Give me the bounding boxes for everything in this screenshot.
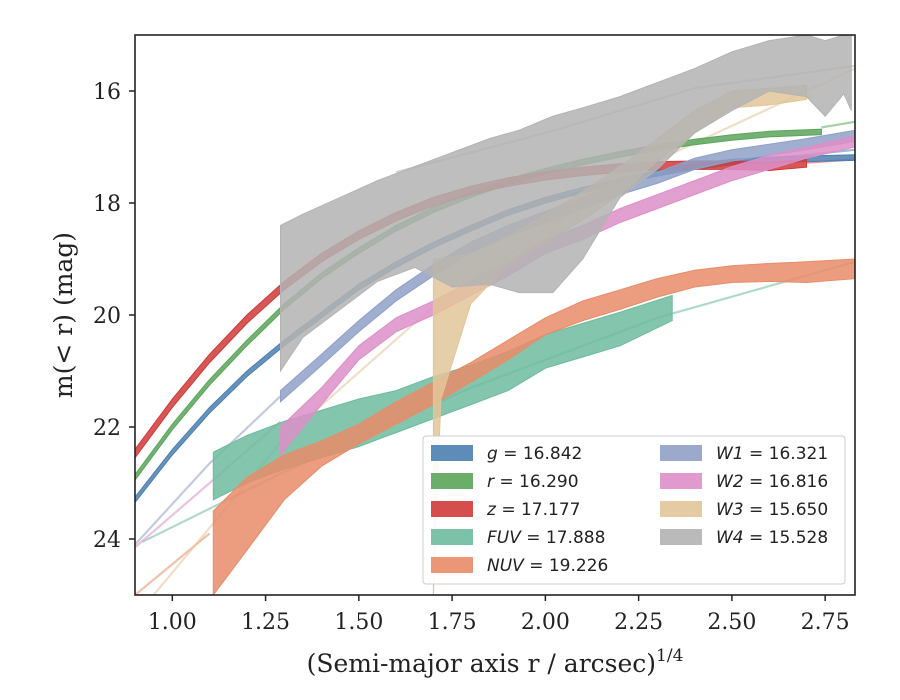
legend-band-name: W1 xyxy=(716,444,744,464)
legend-band-value: = 16.842 xyxy=(498,444,583,464)
legend-band-name: W2 xyxy=(716,472,744,492)
legend-label-w4: W4 = 15.528 xyxy=(716,528,828,548)
legend-swatch-w2 xyxy=(660,473,702,489)
legend-label-r: r = 16.290 xyxy=(487,472,579,492)
y-tick-label: 18 xyxy=(93,192,121,217)
y-tick-label: 24 xyxy=(93,528,121,553)
legend-band-name: r xyxy=(487,472,495,492)
legend-band-name: NUV xyxy=(487,556,525,576)
legend-swatch-fuv xyxy=(431,529,473,545)
x-tick-label: 2.75 xyxy=(801,610,850,635)
legend-band-value: = 15.528 xyxy=(744,528,829,548)
legend-swatch-g xyxy=(431,445,473,461)
extrapolation-line-w1 xyxy=(135,395,282,546)
series-layer xyxy=(135,35,855,595)
x-axis-label-superscript: 1/4 xyxy=(656,646,683,666)
legend-label-fuv: FUV = 17.888 xyxy=(487,528,605,548)
legend-band-name: g xyxy=(487,444,498,464)
legend-swatch-w3 xyxy=(660,501,702,517)
ticks-layer: 1.00 1.25 1.50 1.75 2.00 2.25 2.50 2.75 16 18 20 22… xyxy=(93,80,850,635)
legend-band-name: W3 xyxy=(716,500,744,520)
legend-band-name: z xyxy=(486,500,497,520)
legend-label-nuv: NUV = 19.226 xyxy=(487,556,608,576)
legend-band-value: = 16.290 xyxy=(494,472,579,492)
extrapolation-line-r xyxy=(821,120,855,129)
band-w4 xyxy=(280,35,852,373)
x-tick-label: 1.25 xyxy=(241,610,290,635)
y-tick-label: 20 xyxy=(93,304,121,329)
x-tick-label: 2.50 xyxy=(707,610,756,635)
legend-label-z: z = 17.177 xyxy=(486,500,580,520)
legend-swatch-nuv xyxy=(431,557,473,573)
legend-frame xyxy=(422,435,846,585)
legend-label-w1: W1 = 16.321 xyxy=(716,444,828,464)
legend-label-w2: W2 = 16.816 xyxy=(716,472,828,492)
x-tick-label: 1.50 xyxy=(334,610,383,635)
x-tick-label: 2.00 xyxy=(521,610,570,635)
legend-band-value: = 15.650 xyxy=(744,500,829,520)
y-tick-label: 22 xyxy=(93,416,121,441)
legend-band-value: = 19.226 xyxy=(524,556,609,576)
legend-band-name: FUV xyxy=(487,528,522,548)
legend-band-value: = 17.888 xyxy=(521,528,606,548)
legend-swatch-w1 xyxy=(660,445,702,461)
legend-band-value: = 16.321 xyxy=(744,444,829,464)
legend-band-value: = 17.177 xyxy=(496,500,581,520)
legend-band-value: = 16.816 xyxy=(744,472,829,492)
legend-swatch-r xyxy=(431,473,473,489)
legend-label-w3: W3 = 15.650 xyxy=(716,500,828,520)
x-tick-label: 1.00 xyxy=(148,610,197,635)
x-tick-label: 2.25 xyxy=(614,610,663,635)
x-tick-label: 1.75 xyxy=(428,610,477,635)
legend-swatch-z xyxy=(431,501,473,517)
x-axis-label: (Semi-major axis r / arcsec)1/4 xyxy=(307,646,684,678)
legend-label-g: g = 16.842 xyxy=(487,444,582,464)
legend-band-name: W4 xyxy=(716,528,744,548)
legend-swatch-w4 xyxy=(660,529,702,545)
y-tick-label: 16 xyxy=(93,80,121,105)
y-axis-label: m(< r) (mag) xyxy=(49,232,78,398)
